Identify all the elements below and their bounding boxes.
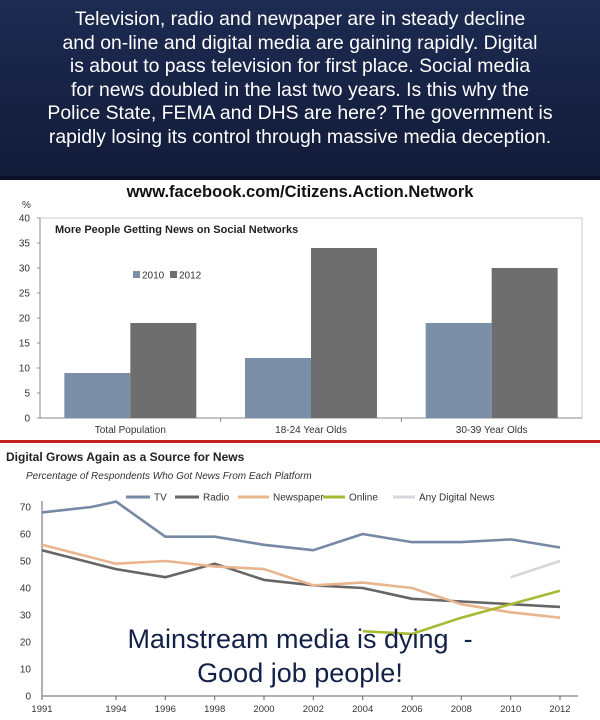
legend-swatch-2010 [133, 271, 140, 278]
y-tick-label: 0 [24, 414, 30, 425]
bar-2012-3 [491, 268, 558, 418]
x-tick-label: 2002 [303, 704, 324, 715]
y-tick-label: 50 [20, 557, 32, 568]
bar-2010-3 [425, 323, 492, 418]
y-tick-label: 10 [20, 665, 32, 676]
section-divider [0, 440, 600, 443]
line-series-newspaper [41, 543, 561, 619]
x-tick-label: Total Population [95, 425, 166, 436]
y-axis-label: % [22, 200, 31, 211]
banner-line: Police State, FEMA and DHS are here? The… [47, 102, 553, 125]
x-tick-label: 30-39 Year Olds [456, 425, 528, 436]
source-url: www.facebook.com/Citizens.Action.Network [126, 183, 474, 201]
social-news-bar-chart: % 0 5 10 15 20 25 30 35 40 More People Getting New… [19, 200, 583, 436]
legend-label-2010: 2010 [142, 271, 165, 282]
legend-swatch-2012 [170, 271, 177, 278]
legend-label-radio: Radio [203, 493, 230, 504]
headline-banner: Television, radio and newpaper are in st… [0, 0, 600, 180]
y-tick-label: 20 [20, 638, 32, 649]
overlay-line-2: Good job people! [197, 658, 403, 688]
x-tick-label: 1991 [31, 704, 52, 715]
line-chart-subtitle: Percentage of Respondents Who Got News F… [26, 471, 312, 482]
x-tick-label: 1996 [155, 704, 176, 715]
x-tick-label: 2008 [451, 704, 472, 715]
legend-label-online: Online [349, 493, 378, 504]
line-series-radio [41, 548, 561, 609]
y-tick-label: 10 [19, 364, 31, 375]
y-tick-label: 70 [20, 503, 32, 514]
bar-chart-title: More People Getting News on Social Netwo… [55, 224, 298, 236]
y-tick-label: 30 [19, 264, 31, 275]
y-tick-label: 35 [19, 239, 31, 250]
y-tick-label: 60 [20, 530, 32, 541]
x-tick-label: 2000 [253, 704, 274, 715]
banner-line: Television, radio and newpaper are in st… [74, 8, 526, 30]
line-series-any-digital-news [510, 559, 561, 579]
bar-2010-2 [245, 358, 311, 418]
y-tick-label: 20 [19, 314, 31, 325]
x-tick-label: 2006 [401, 704, 422, 715]
news-platform-line-chart: Digital Grows Again as a Source for News… [6, 450, 578, 715]
banner-text: Television, radio and newpaper are in st… [10, 8, 590, 150]
y-tick-label: 15 [19, 339, 31, 350]
x-tick-label: 1994 [105, 704, 126, 715]
bar-2012-2 [311, 248, 377, 418]
bar-2012-1 [130, 323, 197, 418]
y-tick-label: 5 [24, 389, 30, 400]
bar-2010-1 [64, 373, 131, 418]
y-tick-label: 40 [20, 584, 32, 595]
x-tick-label: 18-24 Year Olds [275, 425, 347, 436]
banner-line: is about to pass television for first pl… [69, 55, 531, 78]
y-tick-label: 0 [25, 692, 31, 703]
y-tick-label: 25 [19, 289, 31, 300]
overlay-caption: Mainstream media is dying - Good job peo… [0, 622, 600, 690]
x-tick-label: 2012 [549, 704, 570, 715]
line-chart-title: Digital Grows Again as a Source for News [6, 450, 245, 464]
line-series-tv [41, 500, 561, 552]
overlay-line-1: Mainstream media is dying - [127, 624, 473, 654]
legend-label-any-digital-news: Any Digital News [419, 493, 495, 504]
legend-label-newspaper: Newspaper [273, 493, 324, 504]
y-tick-label: 30 [20, 611, 32, 622]
y-tick-label: 40 [19, 214, 31, 225]
x-tick-label: 1998 [204, 704, 225, 715]
banner-line: for news doubled in the last two years. … [70, 78, 530, 101]
line-series-online [362, 589, 561, 636]
x-tick-label: 2004 [352, 704, 373, 715]
legend-label-tv: TV [154, 493, 167, 504]
legend-label-2012: 2012 [179, 271, 202, 282]
banner-line: and on-line and digital media are gainin… [62, 31, 538, 54]
banner-line: rapidly losing its control through massi… [48, 125, 552, 148]
x-tick-label: 2010 [500, 704, 521, 715]
